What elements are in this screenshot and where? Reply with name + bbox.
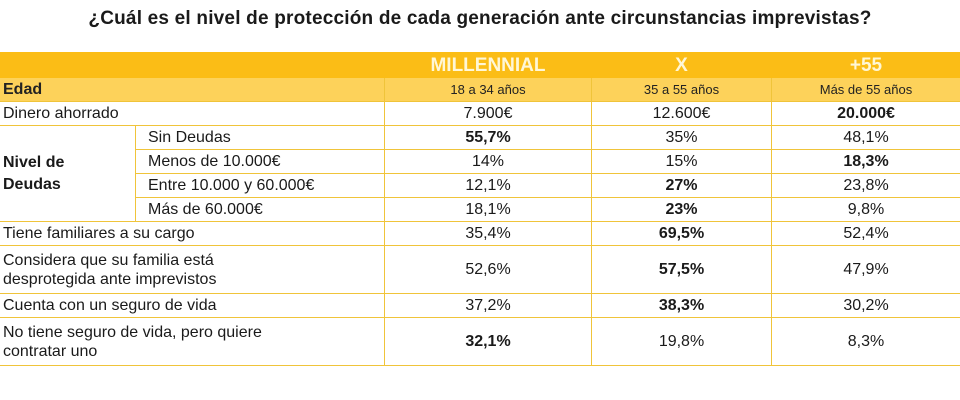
savings-row: Dinero ahorrado 7.900€ 12.600€ 20.000€ [0, 101, 960, 126]
cell-value: 19,8% [591, 317, 772, 366]
cell-value: 52,6% [384, 245, 592, 294]
row-label: Tiene familiares a su cargo [0, 221, 385, 246]
cell-value: 18 a 34 años [384, 77, 592, 102]
header-millennial: MILLENNIAL [384, 52, 592, 78]
row-label: No tiene seguro de vida, pero quiere con… [0, 317, 385, 366]
cell-value: 32,1% [384, 317, 592, 366]
debt-group-label: Nivel de Deudas [0, 125, 136, 222]
cell-value: 35% [591, 125, 772, 150]
row-label: Edad [0, 77, 385, 102]
cell-value: 23% [591, 197, 772, 222]
unprotected-family-row: Considera que su familia está desprotegi… [0, 245, 960, 294]
cell-value: 12,1% [384, 173, 592, 198]
row-label: Considera que su familia está desprotegi… [0, 245, 385, 294]
row-label: Sin Deudas [135, 125, 385, 150]
cell-value: 55,7% [384, 125, 592, 150]
debt-group-label-text: Nivel de Deudas [3, 153, 65, 193]
cell-value: 9,8% [771, 197, 960, 222]
cell-value: 35,4% [384, 221, 592, 246]
row-label: Cuenta con un seguro de vida [0, 293, 385, 318]
cell-value: 48,1% [771, 125, 960, 150]
cell-value: 18,1% [384, 197, 592, 222]
row-label: Menos de 10.000€ [135, 149, 385, 174]
cell-value: 12.600€ [591, 101, 772, 126]
table-title: ¿Cuál es el nivel de protección de cada … [88, 8, 872, 29]
cell-value: 18,3% [771, 149, 960, 174]
cell-value: 27% [591, 173, 772, 198]
cell-value: 20.000€ [771, 101, 960, 126]
cell-value: 8,3% [771, 317, 960, 366]
cell-value: 47,9% [771, 245, 960, 294]
cell-value: 7.900€ [384, 101, 592, 126]
debt-row: Más de 60.000€ 18,1% 23% 9,8% [0, 197, 960, 222]
wants-insurance-row: No tiene seguro de vida, pero quiere con… [0, 317, 960, 366]
header-row: MILLENNIAL X +55 [0, 52, 960, 78]
header-x: X [591, 52, 772, 78]
generation-protection-table: MILLENNIAL X +55 Edad 18 a 34 años 35 a … [0, 52, 960, 366]
debt-row: Nivel de Deudas Sin Deudas 55,7% 35% 48,… [0, 125, 960, 222]
cell-value: 37,2% [384, 293, 592, 318]
cell-value: 35 a 55 años [591, 77, 772, 102]
cell-value: 38,3% [591, 293, 772, 318]
cell-value: 15% [591, 149, 772, 174]
cell-value: 69,5% [591, 221, 772, 246]
cell-value: 23,8% [771, 173, 960, 198]
cell-value: 14% [384, 149, 592, 174]
header-55plus: +55 [771, 52, 960, 78]
cell-value: Más de 55 años [771, 77, 960, 102]
dependents-row: Tiene familiares a su cargo 35,4% 69,5% … [0, 221, 960, 246]
row-label: Más de 60.000€ [135, 197, 385, 222]
row-label: Dinero ahorrado [0, 101, 385, 126]
cell-value: 57,5% [591, 245, 772, 294]
debt-row: Menos de 10.000€ 14% 15% 18,3% [0, 149, 960, 174]
age-row: Edad 18 a 34 años 35 a 55 años Más de 55… [0, 77, 960, 102]
cell-value: 30,2% [771, 293, 960, 318]
life-insurance-row: Cuenta con un seguro de vida 37,2% 38,3%… [0, 293, 960, 318]
row-label: Entre 10.000 y 60.000€ [135, 173, 385, 198]
debt-row: Entre 10.000 y 60.000€ 12,1% 27% 23,8% [0, 173, 960, 198]
cell-value: 52,4% [771, 221, 960, 246]
header-blank-cell [0, 52, 385, 78]
